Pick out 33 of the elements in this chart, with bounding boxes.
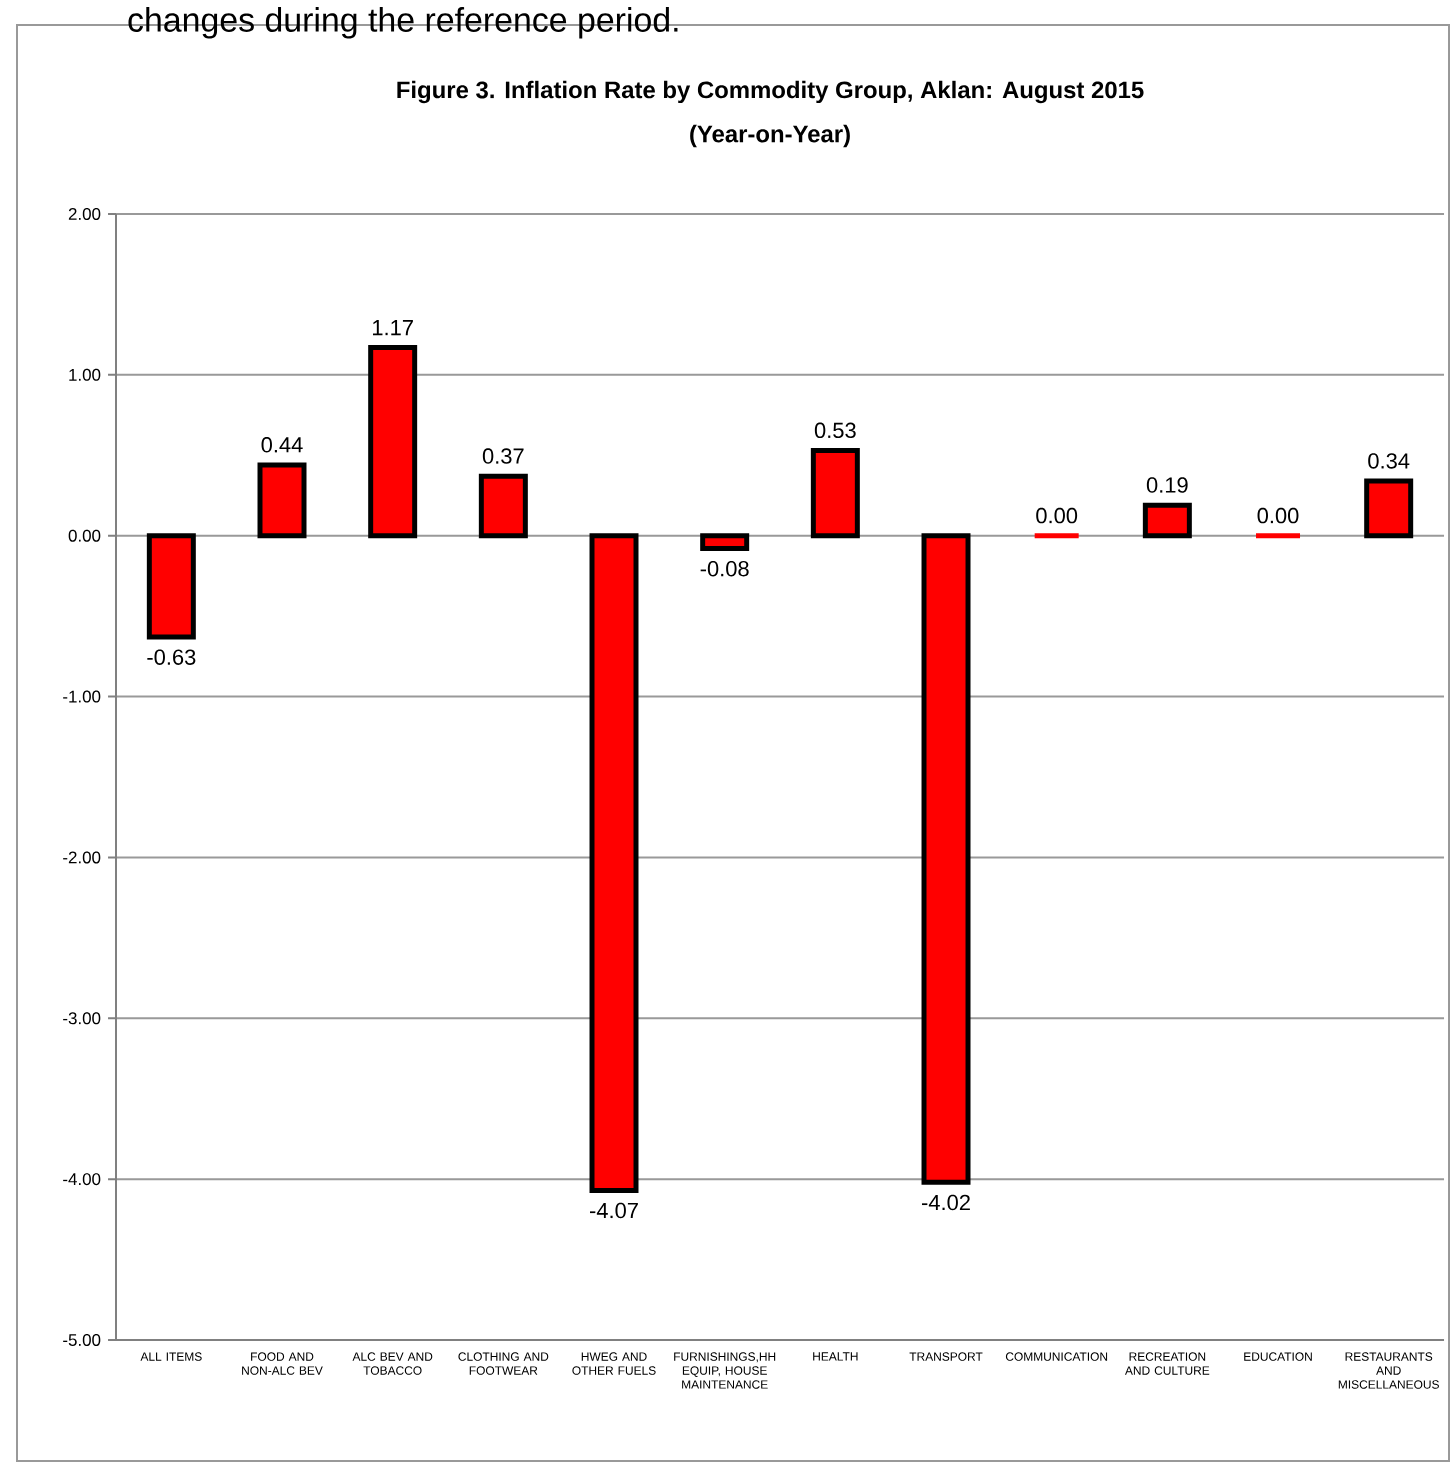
bar [810, 447, 860, 539]
data-label: 0.53 [814, 422, 856, 439]
chart-subtitle: (Year-on-Year) [690, 124, 850, 148]
data-label: 1.17 [373, 320, 413, 336]
data-label: 0.44 [261, 437, 303, 453]
data-label: -4.07 [590, 1202, 638, 1219]
data-label: 0.00 [1257, 507, 1299, 524]
y-tick-label: -3.00 [63, 1012, 101, 1025]
y-tick-label: -1.00 [63, 690, 101, 703]
data-label: 0.00 [1036, 507, 1078, 524]
data-label: 0.34 [1368, 453, 1410, 469]
bar [1364, 478, 1414, 539]
data-label: 0.37 [482, 448, 524, 464]
bar [257, 462, 307, 539]
bar [368, 345, 418, 539]
y-tick-label: -2.00 [63, 851, 101, 864]
y-tick-label: 1.00 [69, 368, 101, 381]
bar [589, 533, 639, 1193]
y-tick-label: 0.00 [68, 529, 101, 542]
data-label: -0.63 [147, 649, 196, 665]
data-label: 0.19 [1146, 477, 1188, 493]
bar [921, 533, 971, 1185]
bar [146, 533, 196, 640]
y-tick-label: -4.00 [63, 1173, 101, 1186]
bar [1142, 502, 1192, 539]
data-label: -4.02 [922, 1194, 970, 1211]
text: changes during the reference period. [128, 7, 678, 39]
y-tick-label: 2.00 [68, 208, 101, 220]
bar [700, 533, 750, 552]
bar [478, 473, 528, 539]
data-label: -0.08 [700, 560, 749, 577]
y-tick-label: -5.00 [63, 1334, 101, 1346]
chart-title: Figure 3. Inflation Rate by Commodity Group, Aklan: August 2015 [397, 80, 1144, 104]
